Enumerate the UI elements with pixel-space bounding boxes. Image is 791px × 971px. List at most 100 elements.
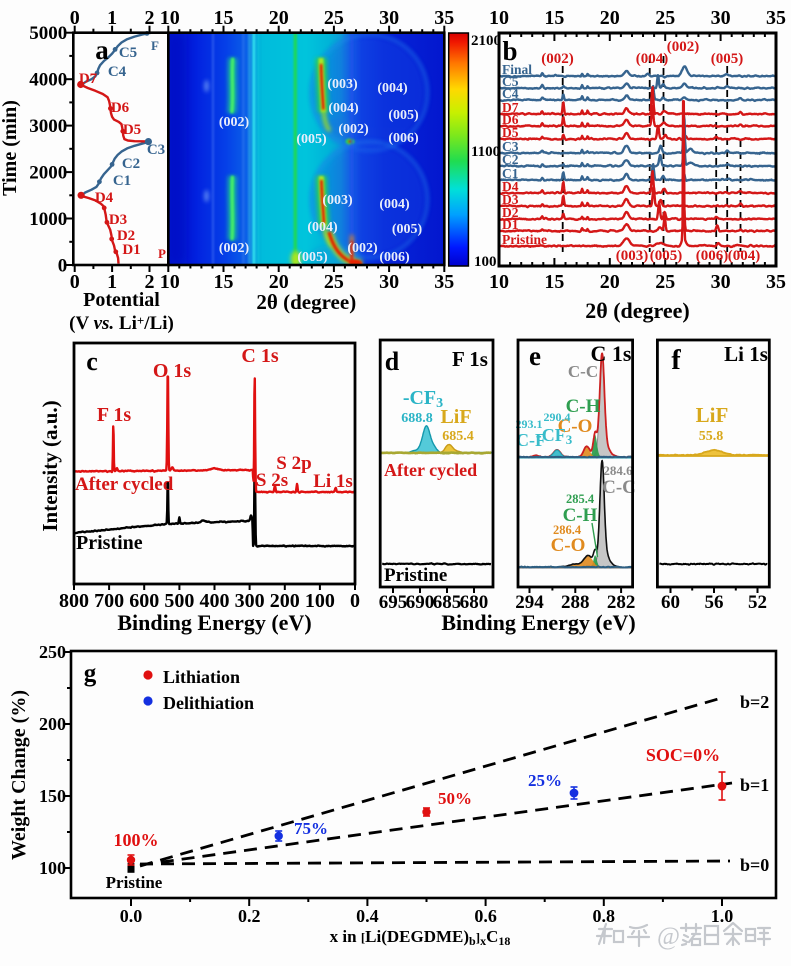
svg-text:SOC=0%: SOC=0%: [646, 745, 720, 765]
svg-text:0: 0: [58, 256, 68, 277]
svg-text:500: 500: [164, 590, 194, 612]
svg-text:688.8: 688.8: [401, 411, 433, 426]
svg-text:20: 20: [269, 7, 289, 29]
svg-text:(004): (004): [328, 101, 359, 116]
svg-text:288: 288: [561, 592, 590, 613]
svg-text:D2: D2: [117, 228, 135, 244]
svg-text:C4: C4: [502, 86, 519, 101]
svg-text:(V vs. Li+/Li): (V vs. Li+/Li): [69, 313, 174, 334]
svg-text:F 1s: F 1s: [452, 347, 488, 371]
svg-text:0: 0: [70, 7, 80, 29]
svg-text:Pristine: Pristine: [106, 873, 163, 892]
svg-text:Final: Final: [502, 62, 532, 77]
svg-text:2: 2: [145, 271, 155, 293]
svg-text:(005): (005): [392, 222, 423, 237]
svg-text:C5: C5: [502, 74, 519, 89]
svg-text:(006): (006): [379, 250, 410, 265]
svg-text:100: 100: [474, 254, 497, 270]
svg-text:680: 680: [460, 592, 489, 613]
svg-text:290.4: 290.4: [544, 410, 571, 424]
svg-text:20: 20: [269, 271, 289, 293]
svg-text:15: 15: [214, 7, 234, 29]
svg-text:S 2s: S 2s: [256, 470, 288, 491]
svg-text:a: a: [95, 35, 109, 65]
svg-text:1: 1: [107, 7, 117, 29]
svg-text:(002): (002): [219, 115, 250, 130]
svg-text:200: 200: [270, 590, 300, 612]
svg-text:10: 10: [160, 7, 180, 29]
svg-text:LiF: LiF: [440, 406, 471, 428]
svg-text:30: 30: [379, 271, 399, 293]
svg-text:10: 10: [160, 271, 180, 293]
svg-text:(005): (005): [297, 250, 328, 265]
svg-text:g: g: [84, 660, 97, 687]
svg-text:1: 1: [107, 271, 117, 293]
svg-text:D1: D1: [502, 217, 519, 232]
svg-text:(003): (003): [322, 193, 353, 208]
svg-text:800: 800: [59, 590, 89, 612]
svg-text:D7: D7: [79, 71, 98, 87]
svg-text:Li 1s: Li 1s: [313, 471, 353, 492]
svg-text:(005): (005): [650, 248, 683, 264]
svg-text:(002): (002): [541, 51, 574, 67]
svg-text:D3: D3: [109, 212, 127, 228]
svg-text:Intensity (a.u.): Intensity (a.u.): [38, 400, 62, 531]
svg-text:(0̄04): (0̄04): [728, 248, 761, 264]
svg-text:C-H: C-H: [563, 505, 598, 526]
svg-text:C1: C1: [113, 173, 131, 189]
svg-text:C-O: C-O: [558, 416, 593, 437]
svg-text:C 1s: C 1s: [241, 345, 278, 367]
svg-text:b=1: b=1: [740, 775, 769, 795]
svg-text:25: 25: [655, 7, 675, 29]
svg-text:600: 600: [129, 590, 159, 612]
svg-text:35: 35: [766, 7, 786, 29]
svg-text:Pristine: Pristine: [384, 565, 447, 586]
svg-text:1000: 1000: [29, 209, 67, 230]
svg-text:C-H: C-H: [566, 396, 601, 417]
svg-text:250: 250: [39, 642, 66, 662]
svg-text:0: 0: [70, 271, 80, 293]
svg-text:15: 15: [544, 271, 564, 293]
svg-text:2θ (degree): 2θ (degree): [585, 298, 690, 323]
svg-text:50%: 50%: [438, 789, 472, 808]
svg-text:(004): (004): [307, 220, 338, 235]
svg-text:695: 695: [379, 592, 408, 613]
svg-text:Potential: Potential: [83, 289, 160, 311]
svg-text:30: 30: [379, 7, 399, 29]
svg-text:b=2: b=2: [740, 692, 769, 712]
svg-text:400: 400: [200, 590, 230, 612]
svg-text:10: 10: [489, 271, 509, 293]
svg-text:D3: D3: [502, 192, 519, 207]
svg-text:Pristine: Pristine: [76, 532, 143, 554]
svg-text:-CF3: -CF3: [536, 425, 573, 447]
svg-text:(004): (004): [377, 81, 408, 96]
svg-text:685: 685: [433, 592, 462, 613]
svg-text:685.4: 685.4: [442, 429, 474, 444]
svg-text:285.4: 285.4: [566, 492, 595, 506]
svg-text:700: 700: [94, 590, 124, 612]
svg-text:15: 15: [214, 271, 234, 293]
svg-text:52: 52: [748, 592, 767, 613]
svg-text:e: e: [529, 341, 541, 371]
svg-text:20: 20: [600, 7, 620, 29]
svg-text:D6: D6: [111, 100, 130, 116]
svg-text:F: F: [151, 38, 159, 53]
svg-text:D4: D4: [502, 179, 519, 194]
svg-text:4000: 4000: [29, 70, 67, 91]
svg-text:(002): (002): [347, 241, 378, 256]
svg-text:1.0: 1.0: [711, 906, 734, 926]
svg-text:D1: D1: [122, 242, 140, 258]
svg-text:Binding Energy (eV): Binding Energy (eV): [441, 610, 635, 635]
svg-text:Delithiation: Delithiation: [163, 693, 254, 713]
svg-text:286.4: 286.4: [553, 523, 582, 537]
svg-text:(005): (005): [296, 132, 327, 147]
svg-text:30: 30: [711, 271, 731, 293]
svg-text:C1: C1: [502, 166, 519, 181]
svg-text:(002): (002): [338, 122, 369, 137]
svg-text:2100: 2100: [471, 33, 501, 49]
svg-text:3000: 3000: [29, 116, 67, 137]
svg-text:282: 282: [607, 592, 636, 613]
svg-text:294: 294: [515, 592, 544, 613]
svg-text:Li 1s: Li 1s: [724, 342, 768, 366]
svg-text:2000: 2000: [29, 163, 67, 184]
